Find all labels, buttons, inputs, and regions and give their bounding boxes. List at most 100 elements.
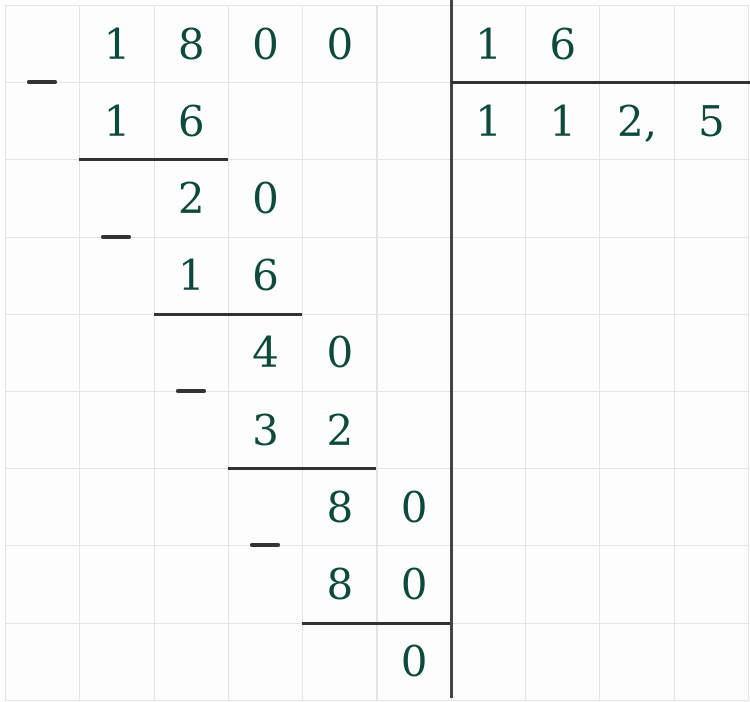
- grid-cell: [302, 82, 378, 161]
- grid-cell: [227, 545, 304, 624]
- digit-cell: 1: [79, 5, 155, 84]
- grid-cell: [79, 236, 155, 315]
- grid-cell: [376, 313, 452, 392]
- grid-cell: [153, 545, 229, 624]
- grid-cell: [79, 313, 155, 392]
- grid-cell: [5, 545, 81, 624]
- digit-cell: 0: [227, 159, 304, 238]
- digit-cell: 5: [673, 82, 749, 161]
- digit-cell: 8: [153, 5, 229, 84]
- minus-sign: [250, 543, 281, 548]
- grid-cell: [5, 159, 81, 238]
- grid-cell: [5, 391, 81, 470]
- grid-cell: [673, 468, 749, 547]
- digit-cell: 8: [302, 468, 378, 547]
- minus-sign: [175, 389, 206, 393]
- grid-cell: [673, 5, 749, 84]
- digit-cell: 0: [302, 5, 378, 84]
- grid-cell: [599, 5, 675, 84]
- grid-cell: [673, 391, 749, 470]
- grid-cell: [153, 468, 229, 547]
- grid-cell: [5, 5, 81, 84]
- grid-cell: [673, 313, 749, 392]
- grid-cell: [302, 236, 378, 315]
- subtraction-underline: [153, 312, 303, 316]
- digit-cell: 6: [153, 82, 229, 161]
- digit-cell: 1: [525, 82, 601, 161]
- subtraction-underline: [79, 158, 228, 162]
- digit-cell: 6: [525, 5, 601, 84]
- digit-cell: 0: [376, 622, 452, 701]
- grid-cell: [450, 391, 527, 470]
- grid-cell: [525, 622, 601, 701]
- grid-cell: [599, 236, 675, 315]
- digit-cell: 2: [302, 391, 378, 470]
- digit-cell: 0: [302, 313, 378, 392]
- grid-cell: [450, 159, 527, 238]
- grid-cell: [673, 545, 749, 624]
- digit-cell: 8: [302, 545, 378, 624]
- grid-cell: [673, 159, 749, 238]
- grid-cell: [599, 391, 675, 470]
- digit-cell: 2,: [599, 82, 675, 161]
- grid-cell: [450, 313, 527, 392]
- grid-cell: [450, 468, 527, 547]
- grid-cell: [599, 313, 675, 392]
- grid-cell: [227, 468, 304, 547]
- digit-cell: 0: [227, 5, 304, 84]
- grid-cell: [599, 159, 675, 238]
- grid-cell: [153, 391, 229, 470]
- subtraction-underline: [227, 467, 377, 471]
- grid-cell: [376, 159, 452, 238]
- grid-cell: [302, 159, 378, 238]
- digit-cell: 4: [227, 313, 304, 392]
- grid-cell: [525, 545, 601, 624]
- grid-cell: [525, 391, 601, 470]
- grid-cell: [525, 159, 601, 238]
- grid-cell: [79, 159, 155, 238]
- grid-cell: [5, 313, 81, 392]
- digit-cell: 3: [227, 391, 304, 470]
- grid-cell: [525, 236, 601, 315]
- grid-cell: [525, 468, 601, 547]
- division-bracket-horizontal: [450, 81, 750, 85]
- grid-cell: [376, 5, 452, 84]
- grid-cell: [302, 622, 378, 701]
- grid-cell: [5, 82, 81, 161]
- grid-cell: [450, 545, 527, 624]
- grid-cell: [227, 82, 304, 161]
- division-bracket-vertical: [449, 0, 453, 698]
- grid-cell: [450, 622, 527, 701]
- subtraction-underline: [302, 621, 451, 625]
- grid-cell: [79, 391, 155, 470]
- digit-cell: 0: [376, 545, 452, 624]
- grid-cell: [525, 313, 601, 392]
- minus-sign: [101, 234, 132, 239]
- digit-cell: 1: [153, 236, 229, 315]
- grid-cell: [376, 236, 452, 315]
- digit-cell: 6: [227, 236, 304, 315]
- grid-cell: [153, 622, 229, 701]
- grid-cell: [79, 622, 155, 701]
- grid-cell: [5, 468, 81, 547]
- grid-cell: [673, 622, 749, 701]
- grid-cell: [227, 622, 304, 701]
- grid-cell: [599, 622, 675, 701]
- digit-cell: 2: [153, 159, 229, 238]
- grid-cell: [376, 82, 452, 161]
- grid-cell: [376, 391, 452, 470]
- grid-cell: [79, 468, 155, 547]
- grid-cell: [79, 545, 155, 624]
- digit-cell: 0: [376, 468, 452, 547]
- grid-cell: [450, 236, 527, 315]
- grid-cell: [153, 313, 229, 392]
- digit-cell: 1: [450, 5, 527, 84]
- grid-cell: [5, 236, 81, 315]
- digit-cell: 1: [450, 82, 527, 161]
- grid-cell: [5, 622, 81, 701]
- minus-sign: [27, 80, 58, 85]
- grid-cell: [599, 468, 675, 547]
- grid-cell: [599, 545, 675, 624]
- grid-cell: [673, 236, 749, 315]
